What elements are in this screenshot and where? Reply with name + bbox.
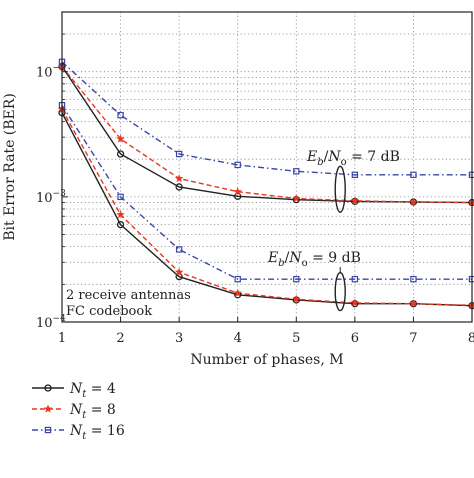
x-tick-label: 8 (468, 331, 474, 346)
data-point-star (116, 134, 125, 143)
data-point-star (291, 294, 301, 303)
y-tick-base: 10 (36, 66, 53, 81)
y-tick-exponent: −2 (53, 64, 66, 74)
group-ellipse-9db (334, 271, 346, 312)
data-point-square (175, 150, 183, 158)
data-point-square (117, 193, 124, 201)
series-lines (61, 61, 473, 307)
annotation-sub: o (302, 258, 308, 269)
data-point-square (234, 161, 241, 169)
y-tick-base: 10 (36, 191, 53, 206)
data-point-circle (116, 150, 125, 158)
annotation-sub: o (341, 157, 347, 168)
data-point-circle (116, 220, 125, 229)
data-point-square (234, 275, 241, 283)
data-point-circle (44, 384, 52, 392)
series-line (61, 104, 472, 280)
legend-sub: t (82, 431, 87, 442)
annotation-snr7: Eb/No = 7 dB (306, 149, 400, 168)
x-axis-label: Number of phases, M (190, 352, 343, 368)
data-point-star (409, 299, 418, 308)
y-tick-label: 10−4 (36, 314, 66, 331)
data-point-star (291, 193, 301, 203)
annotation-var: E (267, 250, 278, 266)
legend-label: Nt = 16 (69, 423, 125, 442)
data-point-star (409, 197, 418, 206)
annotation-config-line: 2 receive antennas (66, 288, 191, 303)
data-point-square (293, 275, 300, 283)
data-point-star (350, 298, 360, 307)
legend-var: N (69, 423, 83, 439)
series-line (61, 112, 473, 307)
data-point-square (175, 246, 183, 253)
annotation-config-line: FC codebook (66, 304, 152, 319)
annotation-value: = 7 dB (347, 149, 400, 165)
annotation-var: N (327, 149, 341, 165)
data-point-square (410, 171, 417, 179)
legend-var: N (69, 402, 83, 418)
data-point-square (117, 111, 124, 119)
legend-value: = 16 (86, 423, 125, 439)
x-tick-label: 4 (234, 331, 242, 346)
x-tick-label: 3 (175, 331, 183, 346)
data-point-star (174, 174, 184, 183)
series-line (61, 66, 473, 204)
x-tick-label: 6 (351, 331, 359, 346)
y-tick-exponent: −4 (53, 314, 67, 324)
y-tick-base: 10 (36, 316, 53, 331)
data-point-star (233, 288, 243, 297)
data-point-square (293, 168, 300, 175)
y-tick-exponent: −3 (53, 189, 67, 199)
data-point-star (233, 187, 243, 196)
annotation-slash: / (324, 149, 329, 165)
data-point-square (351, 275, 359, 283)
data-point-square (410, 275, 417, 283)
x-tick-label: 2 (116, 331, 124, 346)
annotation-snr9: Eb/No = 9 dB (267, 250, 361, 269)
x-tick-label: 1 (58, 331, 66, 346)
legend-label: Nt = 8 (69, 402, 116, 421)
grid-lines (62, 12, 472, 322)
annotation-var: N (288, 250, 302, 266)
legend: Nt = 4Nt = 8Nt = 16 (32, 381, 125, 442)
annotation-var: E (306, 149, 317, 165)
y-tick-label: 10−3 (36, 189, 66, 206)
data-point-star (43, 404, 53, 413)
x-tick-label: 7 (409, 331, 417, 346)
data-point-square (44, 426, 52, 434)
x-tick-label: 5 (292, 331, 300, 346)
data-point-square (351, 171, 359, 179)
annotation-sub: b (278, 258, 284, 269)
legend-value: = 8 (86, 402, 116, 418)
y-axis-label: Bit Error Rate (BER) (2, 93, 18, 241)
legend-value: = 4 (86, 381, 116, 397)
series-line (61, 109, 473, 306)
legend-sub: t (82, 410, 87, 421)
series-line (61, 66, 473, 204)
legend-sub: t (82, 389, 87, 400)
group-ellipse-7db (334, 165, 346, 213)
annotation-sub: b (317, 157, 323, 168)
data-point-star (350, 196, 360, 205)
legend-label: Nt = 4 (69, 381, 116, 400)
data-point-star (116, 210, 125, 219)
annotation-value: = 9 dB (308, 250, 361, 266)
annotation-slash: / (285, 250, 290, 266)
data-point-star (174, 267, 184, 276)
series-line (61, 61, 472, 176)
data-point-circle (175, 183, 183, 191)
plot-frame (61, 11, 473, 323)
legend-var: N (69, 381, 83, 397)
y-tick-label: 10−2 (36, 64, 66, 81)
